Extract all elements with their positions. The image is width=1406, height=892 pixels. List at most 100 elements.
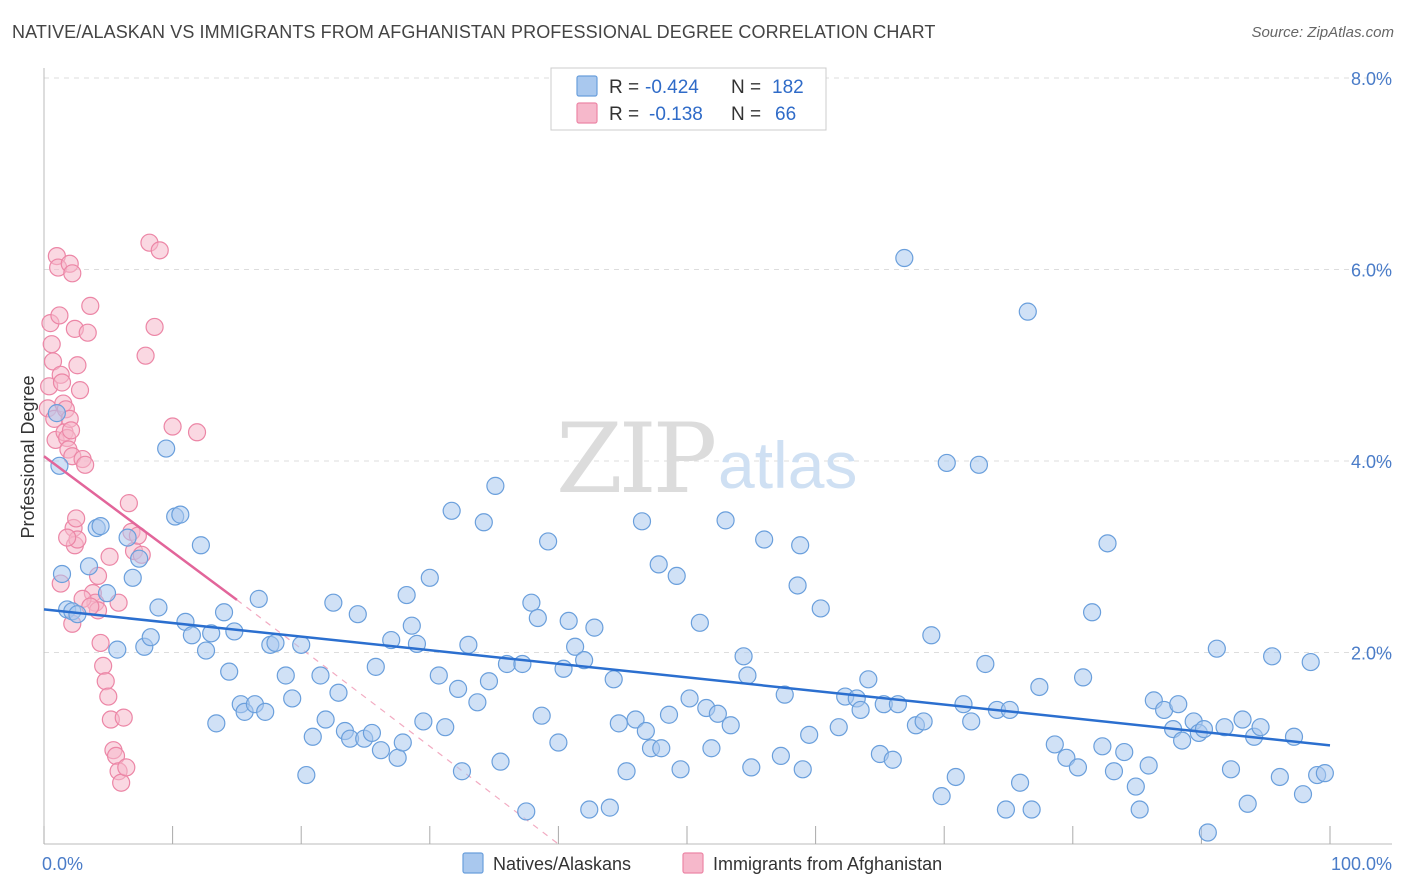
natives-point [996,800,1016,819]
natives-point [382,630,401,650]
natives-point [1194,719,1214,739]
afghanistan-point [99,687,118,706]
natives-point [130,549,149,568]
natives-point [1126,777,1145,796]
natives-point [486,476,505,495]
natives-point [1093,737,1112,756]
afghanistan-point [50,306,69,325]
natives-point [397,585,416,605]
y-tick-label-3: 8.0% [1351,69,1392,89]
y-axis-label: Professional Degree [18,375,38,538]
natives-point [851,700,870,720]
legend-swatch-afghanistan [576,102,598,124]
natives-point [371,741,391,760]
afghanistan-point [96,672,115,691]
natives-point [1130,800,1149,819]
y-tick-label-0: 2.0% [1351,644,1392,664]
natives-point [883,750,902,769]
natives-point [811,599,830,618]
afghanistan-point [91,633,110,653]
natives-point [1139,756,1158,775]
natives-point [1301,652,1320,672]
afghanistan-point [67,509,86,528]
natives-point [532,706,551,725]
natives-point [632,512,652,531]
natives-point [1045,735,1064,754]
afghanistan-point [52,373,72,392]
natives-point [402,616,421,635]
natives-point [123,568,142,587]
natives-point [1263,647,1282,666]
natives-point [79,557,99,576]
natives-point [734,647,753,666]
natives-point [225,622,244,641]
natives-point [468,693,487,712]
afghanistan-point [150,241,169,260]
afghanistan-point [187,423,207,442]
afghanistan-point [163,417,182,436]
afghanistan-point [136,346,155,365]
afghanistan-point [100,547,119,566]
natives-point [649,555,668,574]
natives-point [791,536,810,555]
natives-point [922,626,941,645]
natives-point [513,654,532,674]
natives-point [266,633,285,653]
natives-point [220,662,239,681]
natives-point [452,762,472,781]
natives-point [118,528,137,547]
afghanistan-point [43,352,63,371]
natives-point [348,605,367,624]
natives-point [297,765,316,785]
afghanistan-point [114,708,133,727]
natives-point [1115,742,1134,762]
afghanistan-point [94,656,113,676]
bottom-legend: Natives/Alaskans Immigrants from Afghani… [462,852,942,874]
afghanistan-point [78,323,97,342]
natives-point [362,723,382,743]
natives-point [1169,695,1188,714]
natives-point [895,248,914,268]
natives-point [954,695,973,714]
natives-point [690,613,709,632]
natives-point [580,800,599,819]
natives-point [52,564,72,584]
natives-point [414,712,433,731]
natives-point [667,566,686,586]
afghanistan-trend-line [43,455,238,601]
source-credit: Source: ZipAtlas.com [1251,24,1394,41]
trend-lines [43,455,1331,747]
afghanistan-point [112,773,131,792]
natives-point [1010,773,1030,792]
natives-point [793,760,812,779]
natives-point [742,758,761,777]
natives-point [91,517,110,536]
afghanistan-point [42,335,61,354]
natives-point [721,716,740,735]
chart-title: NATIVE/ALASKAN VS IMMIGRANTS FROM AFGHAN… [12,22,936,42]
afghanistan-point [145,317,164,337]
afghanistan-point [58,528,77,547]
natives-point [276,666,295,685]
axes [43,68,1392,845]
legend-n-value-2: 66 [775,104,796,125]
natives-point [609,714,628,733]
y-tick-label-1: 4.0% [1351,452,1392,472]
natives-point [171,505,190,524]
natives-point [788,576,807,595]
natives-point [1293,785,1313,804]
watermark: ZIP atlas [556,403,857,515]
natives-point [549,733,568,752]
natives-point [1082,603,1102,622]
natives-point [771,746,790,766]
natives-point [1270,767,1289,787]
afghanistan-point [76,455,95,474]
natives-point [202,624,221,643]
natives-point [141,628,160,647]
natives-point [1251,718,1270,737]
series-natives-points [47,248,1334,842]
afghanistan-point [61,421,81,440]
x-tick-label-1: 100.0% [1331,854,1392,874]
natives-point [1104,762,1124,781]
